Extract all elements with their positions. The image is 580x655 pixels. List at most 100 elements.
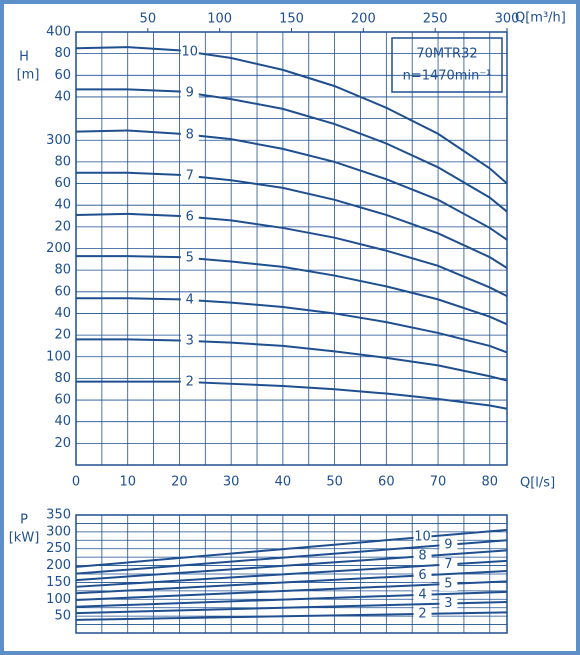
- curve-label: 7: [186, 168, 194, 183]
- curve: [76, 297, 508, 354]
- x2-axis-label: Q[m³/h]: [515, 11, 566, 26]
- y-tick-label: 200: [46, 558, 71, 573]
- label-bg: [180, 333, 199, 348]
- label-bg: [180, 209, 199, 224]
- label-bg: [439, 596, 458, 611]
- x-tick-label: 80: [482, 475, 499, 490]
- curve: [75, 539, 508, 575]
- x-tick-label: 50: [326, 475, 343, 490]
- curve-label: 9: [444, 537, 452, 552]
- y-tick-label: 80: [54, 263, 71, 278]
- y-tick-label: 40: [54, 414, 71, 429]
- label-bg: [413, 530, 432, 545]
- y-tick-label: 20: [54, 219, 71, 234]
- x-tick-label: 60: [378, 475, 395, 490]
- label-bg: [439, 557, 458, 572]
- curve: [76, 255, 508, 326]
- label-bg: [180, 293, 199, 308]
- curve: [75, 569, 508, 595]
- y-tick-label: 250: [46, 541, 71, 556]
- curve-label: 7: [444, 557, 452, 572]
- y-tick-label: 60: [54, 393, 71, 408]
- curve: [75, 580, 508, 601]
- label-bg: [439, 537, 458, 552]
- y-tick-label: 50: [54, 609, 71, 624]
- y-tick-label: 300: [46, 133, 71, 148]
- y-tick-label: 200: [46, 241, 71, 256]
- curve: [76, 171, 508, 269]
- x2-tick-label: 100: [207, 12, 232, 27]
- curve-label: 2: [418, 606, 426, 621]
- y-axis-unit: [m]: [17, 68, 40, 83]
- label-bg: [180, 44, 199, 59]
- curve-label: 3: [444, 596, 452, 611]
- x-tick-label: 20: [171, 475, 188, 490]
- pump-speed: n=1470min⁻¹: [403, 69, 492, 84]
- x-tick-label: 40: [275, 475, 292, 490]
- curve: [75, 528, 508, 568]
- curve: [75, 46, 508, 185]
- y-tick-label: 40: [54, 198, 71, 213]
- y-tick-label: 60: [54, 176, 71, 191]
- label-bg: [180, 375, 199, 390]
- curve: [75, 600, 508, 615]
- curve: [75, 590, 508, 608]
- curve-label: 9: [186, 86, 194, 101]
- curve-label: 8: [186, 127, 194, 142]
- y-tick-label: 20: [54, 328, 71, 343]
- y-tick-label: 40: [54, 306, 71, 321]
- x-tick-label: 10: [119, 475, 136, 490]
- y-tick-label: 300: [46, 524, 71, 539]
- label-bg: [180, 127, 199, 142]
- y-tick-label: 60: [54, 284, 71, 299]
- curve-label: 8: [418, 549, 426, 564]
- y-axis-label: H: [19, 50, 29, 65]
- label-bg: [413, 549, 432, 564]
- curve: [76, 338, 508, 382]
- label-bg: [180, 168, 199, 183]
- y-tick-label: 80: [54, 371, 71, 386]
- y-tick-label: 40: [54, 89, 71, 104]
- x-axis-label: Q[l/s]: [520, 476, 555, 491]
- curve-label: 10: [182, 44, 199, 59]
- y-axis-label: P: [20, 513, 28, 528]
- y-tick-label: 150: [46, 575, 71, 590]
- y-tick-label: 20: [54, 436, 71, 451]
- label-bg: [439, 576, 458, 591]
- curve-label: 4: [186, 293, 194, 308]
- curve: [75, 549, 508, 582]
- label-bg: [413, 606, 432, 621]
- curve-label: 5: [186, 251, 194, 266]
- label-bg: [180, 86, 199, 101]
- curve-label: 4: [418, 587, 426, 602]
- x2-tick-label: 150: [279, 12, 304, 27]
- label-bg: [413, 587, 432, 602]
- curve-label: 10: [414, 530, 431, 545]
- y-tick-label: 400: [46, 25, 71, 40]
- curve: [75, 611, 508, 621]
- x-tick-label: 70: [430, 475, 447, 490]
- y-tick-label: 100: [46, 349, 71, 364]
- y-tick-label: 100: [46, 592, 71, 607]
- x-tick-label: 30: [223, 475, 240, 490]
- curve-label: 6: [186, 209, 194, 224]
- curve-label: 5: [444, 576, 452, 591]
- info-box: [391, 37, 503, 93]
- x2-tick-label: 250: [423, 12, 448, 27]
- curve: [76, 88, 508, 213]
- label-bg: [180, 251, 199, 266]
- y-axis-unit: [kW]: [9, 531, 40, 546]
- curve-label: 6: [418, 568, 426, 583]
- x2-tick-label: 50: [140, 12, 157, 27]
- label-bg: [413, 568, 432, 583]
- curve: [75, 212, 508, 298]
- y-tick-label: 80: [54, 154, 71, 169]
- x-tick-label: 0: [72, 475, 80, 490]
- curve: [75, 559, 508, 588]
- x2-tick-label: 300: [495, 12, 520, 27]
- y-tick-label: 80: [54, 46, 71, 61]
- x2-tick-label: 200: [351, 12, 376, 27]
- curve-label: 3: [186, 333, 194, 348]
